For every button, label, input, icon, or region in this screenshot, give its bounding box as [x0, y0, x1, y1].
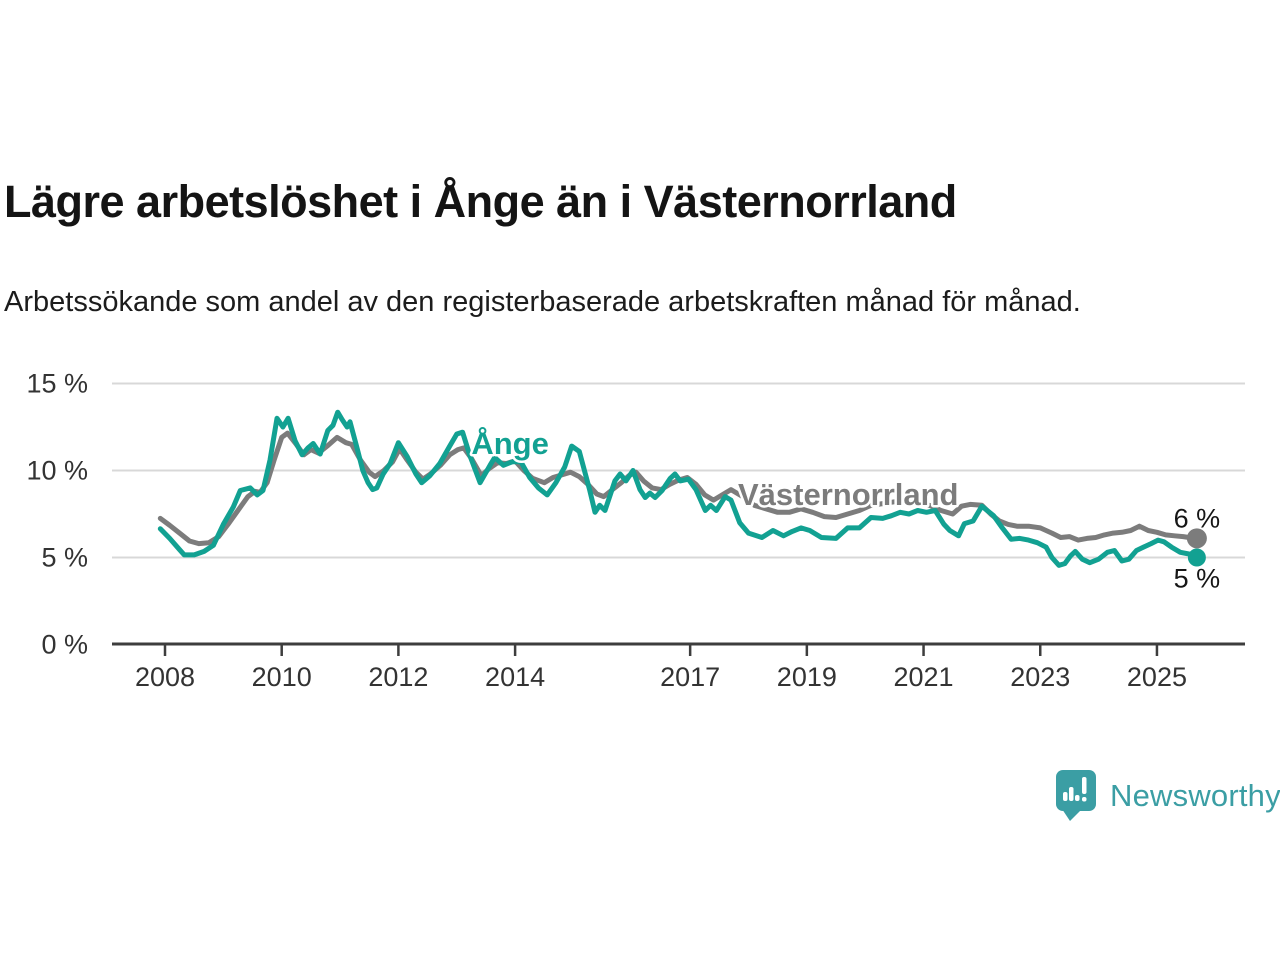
series-label-ånge: Ånge: [471, 426, 549, 461]
page-subtitle: Arbetssökande som andel av den registerb…: [4, 286, 1081, 318]
newsworthy-bubble-icon: [1056, 770, 1096, 821]
end-value-label-västernorrland: 6 %: [1174, 503, 1221, 533]
end-value-label-ånge: 5 %: [1174, 564, 1221, 594]
series-label-västernorrland: Västernorrland: [738, 477, 959, 512]
page-title: Lägre arbetslöshet i Ånge än i Västernor…: [4, 176, 957, 228]
x-tick-label: 2019: [777, 662, 837, 692]
series-line-ånge: [157, 409, 1198, 568]
y-tick-label: 15 %: [26, 369, 88, 399]
y-tick-label: 10 %: [26, 456, 88, 486]
newsworthy-logo: Newsworthy: [1056, 770, 1280, 821]
x-tick-label: 2017: [660, 662, 720, 692]
x-tick-label: 2021: [894, 662, 954, 692]
x-tick-label: 2012: [368, 662, 428, 692]
x-tick-label: 2023: [1010, 662, 1070, 692]
y-tick-label: 0 %: [41, 630, 88, 660]
series-end-dot-västernorrland: [1186, 528, 1207, 549]
x-tick-label: 2010: [252, 662, 312, 692]
newsworthy-wordmark: Newsworthy: [1110, 777, 1280, 813]
series-end-dot-ånge: [1187, 548, 1206, 567]
x-tick-label: 2025: [1127, 662, 1187, 692]
x-tick-label: 2014: [485, 662, 545, 692]
y-tick-label: 5 %: [41, 543, 88, 573]
x-tick-label: 2008: [135, 662, 195, 692]
